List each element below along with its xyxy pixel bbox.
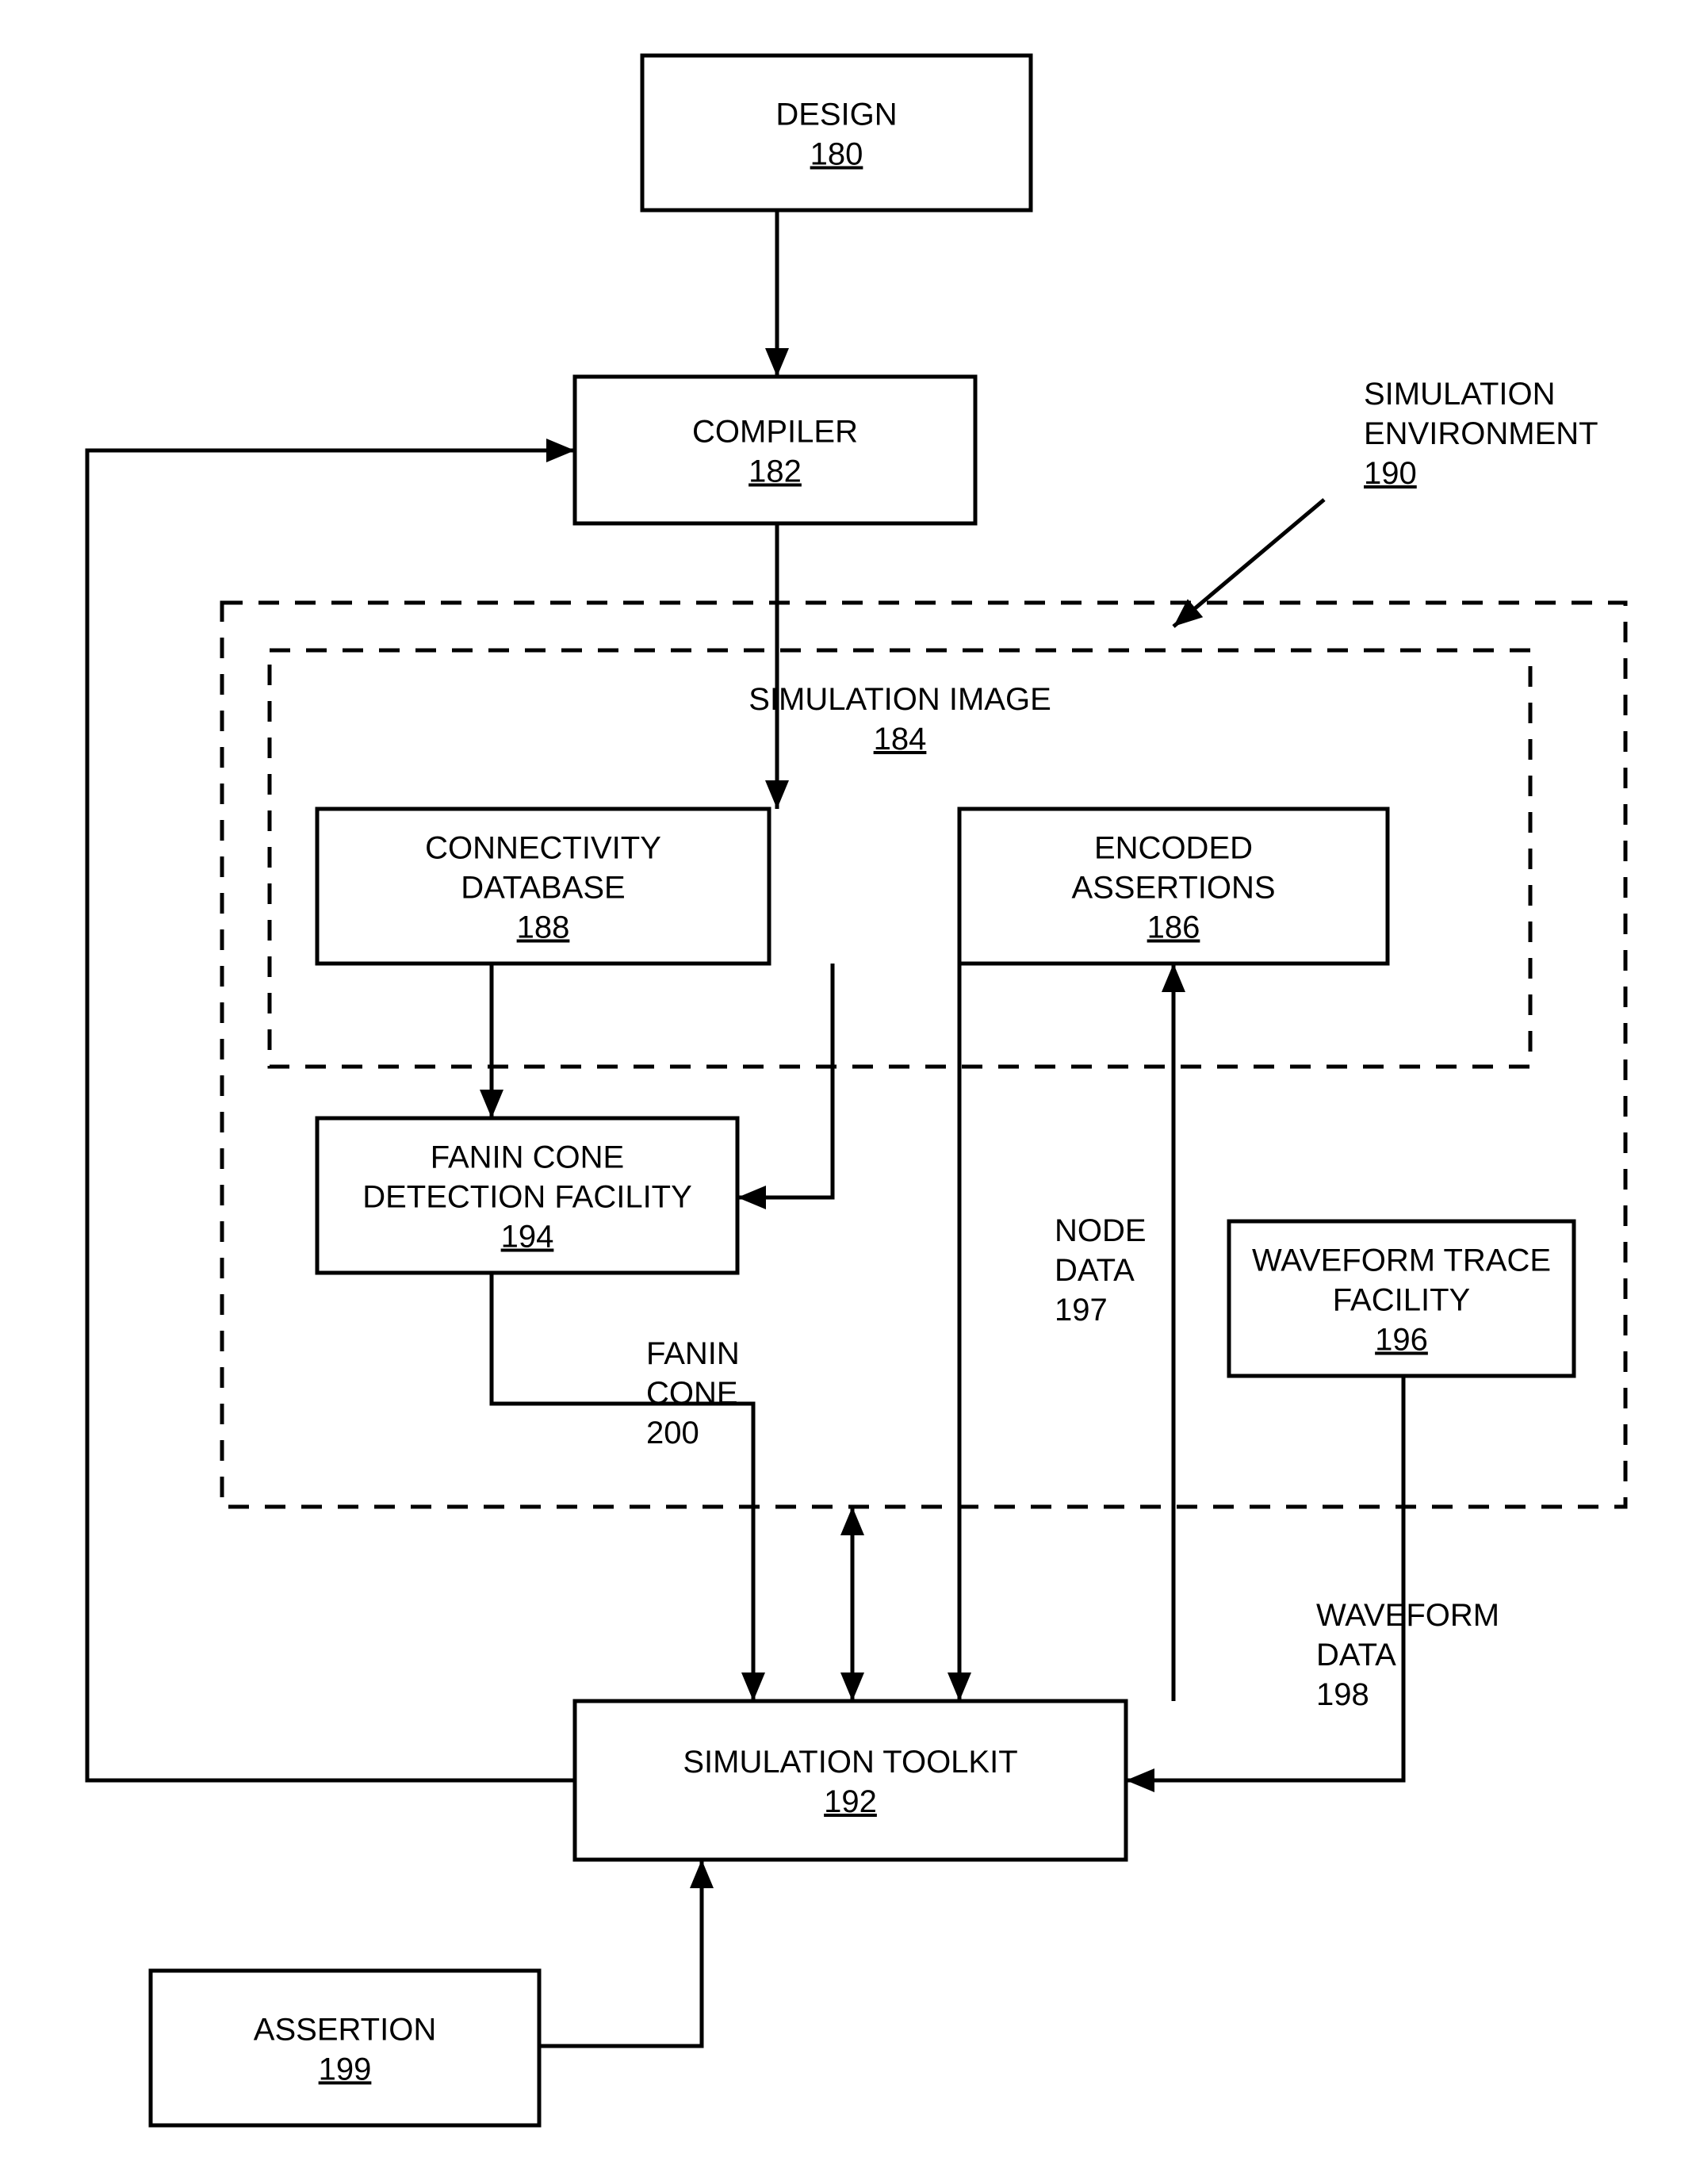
label-design: DESIGN [775,98,897,132]
num-compiler: 182 [748,454,802,489]
lbl_fanin2: CONE [646,1376,738,1411]
label-sim_image: SIMULATION IMAGE [748,682,1051,717]
label-fanin-2: DETECTION FACILITY [362,1180,692,1215]
lbl_wave2: DATA [1316,1638,1396,1672]
num-assertion: 199 [319,2052,372,2087]
lbl_fanin1: FANIN [646,1336,740,1371]
num-enc_asrt: 186 [1147,910,1200,945]
lbl_fanin3: 200 [646,1416,699,1450]
label-wave_fac: WAVEFORM TRACE [1252,1243,1551,1278]
label-assertion: ASSERTION [254,2013,436,2048]
label-wave_fac-2: FACILITY [1333,1283,1470,1318]
label-enc_asrt-2: ASSERTIONS [1071,871,1275,906]
lbl_wave3: 198 [1316,1677,1369,1712]
lbl_sim_env3: 190 [1364,456,1417,491]
num-fanin: 194 [501,1220,554,1255]
label-conn_db-2: DATABASE [461,871,625,906]
e_assertion_toolk [539,1860,702,2046]
lbl_node2: DATA [1055,1253,1135,1288]
node-design [642,56,1031,210]
e_wave_toolkit [1126,1376,1403,1780]
num-toolkit: 192 [824,1784,877,1819]
node-assertion [151,1971,539,2125]
label-fanin: FANIN CONE [431,1140,624,1175]
num-design: 180 [810,137,863,172]
label-toolkit: SIMULATION TOOLKIT [683,1745,1017,1780]
node-compiler [575,377,975,523]
num-wave_fac: 196 [1375,1323,1428,1358]
lbl_node3: 197 [1055,1293,1108,1328]
lbl_wave1: WAVEFORM [1316,1598,1499,1633]
node-toolkit [575,1701,1126,1860]
num-conn_db: 188 [517,910,570,945]
lbl_sim_env1: SIMULATION [1364,377,1556,412]
lbl_node1: NODE [1055,1213,1147,1248]
num-sim_image: 184 [874,722,927,757]
label-conn_db: CONNECTIVITY [425,831,661,866]
e_enc_fanin [737,964,833,1197]
lbl_sim_env2: ENVIRONMENT [1364,416,1598,451]
e_simenv_pointer [1173,500,1324,626]
label-compiler: COMPILER [692,415,858,450]
label-enc_asrt: ENCODED [1094,831,1253,866]
